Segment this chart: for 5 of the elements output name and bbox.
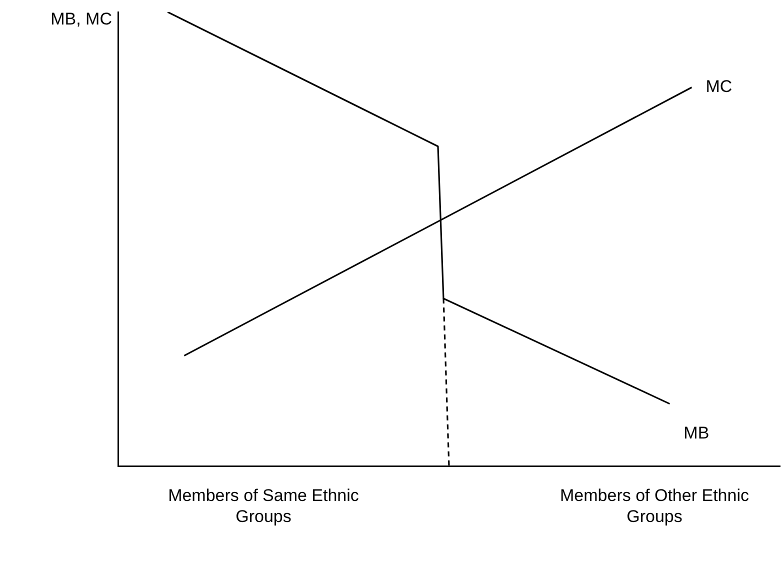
y-axis-title: MB, MC	[50, 10, 112, 29]
text: Members of Other Ethnic Groups	[559, 485, 750, 527]
text: Members of Same Ethnic Groups	[167, 485, 360, 527]
series-label: MC	[706, 77, 732, 96]
series-label: MB	[684, 423, 710, 442]
